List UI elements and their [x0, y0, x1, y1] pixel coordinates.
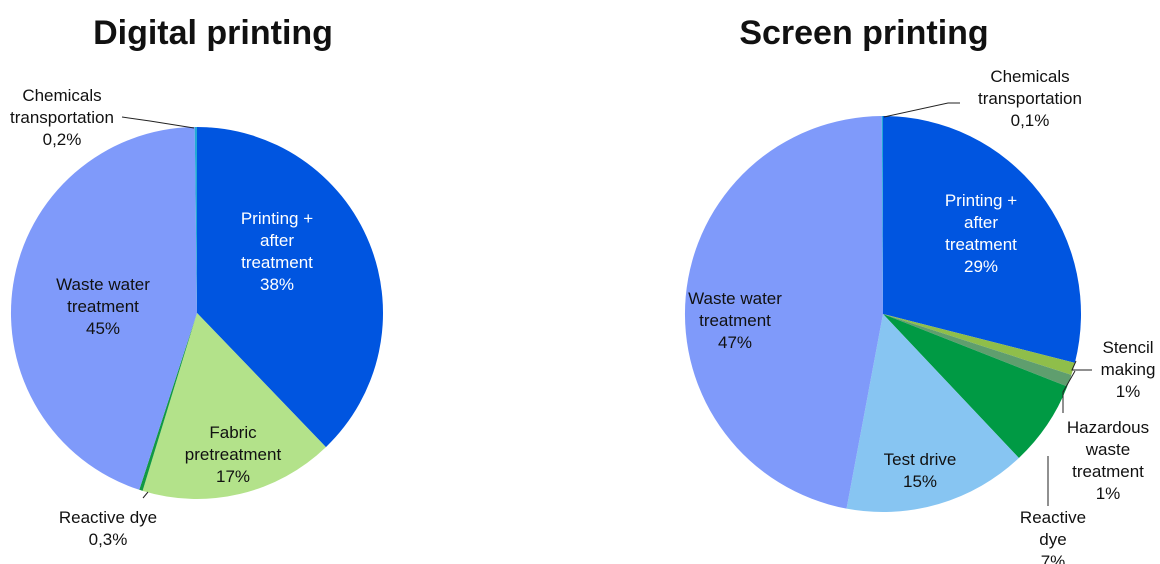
pie-screen-printing: Printing + after treatment 29% Stencil making… [684, 67, 1156, 564]
leader-line-stencil-making [1071, 360, 1092, 371]
data-label-reactive-dye: Reactive dye 7% [1020, 508, 1086, 564]
data-label-chemicals-transportation: Chemicals transportation 0,2% [10, 86, 114, 149]
data-label-test-drive: Test drive 15% [884, 450, 957, 491]
chart-title-screen: Screen printing [739, 14, 988, 52]
data-label-reactive-dye: Reactive dye 0,3% [59, 508, 157, 549]
data-label-stencil-making: Stencil making 1% [1101, 338, 1156, 401]
pie-slice-reactive-dye [139, 313, 197, 491]
pie-slice-chemicals-transportation [881, 115, 883, 314]
pie-slice-chemicals-transportation [194, 126, 197, 313]
pie-slice-waste-water-treatment [10, 127, 198, 490]
leader-line-chemicals-transportation [883, 102, 960, 118]
pie-slice-reactive-dye [883, 314, 1068, 459]
pie-slice-stencil-making [883, 314, 1075, 375]
pie-slice-fabric-pretreatment [142, 313, 326, 500]
pie-slice-waste-water-treatment [684, 116, 883, 509]
data-label-chemicals-transportation: Chemicals transportation 0,1% [978, 67, 1082, 130]
pie-slice-printing-after-treatment [883, 116, 1082, 363]
leader-line-reactive-dye [142, 491, 149, 499]
leader-line-hazardous-waste-treatment [1062, 370, 1076, 413]
pie-slice-test-drive [846, 314, 1019, 513]
data-label-hazardous-waste-treatment: Hazardous waste treatment 1% [1067, 418, 1149, 503]
data-label-fabric-pretreatment: Fabric pretreatment 17% [185, 423, 282, 486]
data-label-waste-water-treatment: Waste water treatment 45% [56, 275, 150, 338]
pie-slice-hazardous-waste-treatment [883, 314, 1072, 387]
chart-title-digital: Digital printing [93, 14, 333, 52]
data-label-waste-water-treatment: Waste water treatment 47% [688, 289, 782, 352]
pie-digital-printing: Printing + after treatment 38% Fabric pretrea… [10, 86, 384, 549]
leader-line-chemicals-transportation [121, 116, 195, 129]
pie-slice-printing-after-treatment [197, 127, 384, 448]
data-label-printing-after-treatment: Printing + after treatment 38% [241, 209, 313, 294]
data-label-printing-after-treatment: Printing + after treatment 29% [945, 191, 1017, 276]
